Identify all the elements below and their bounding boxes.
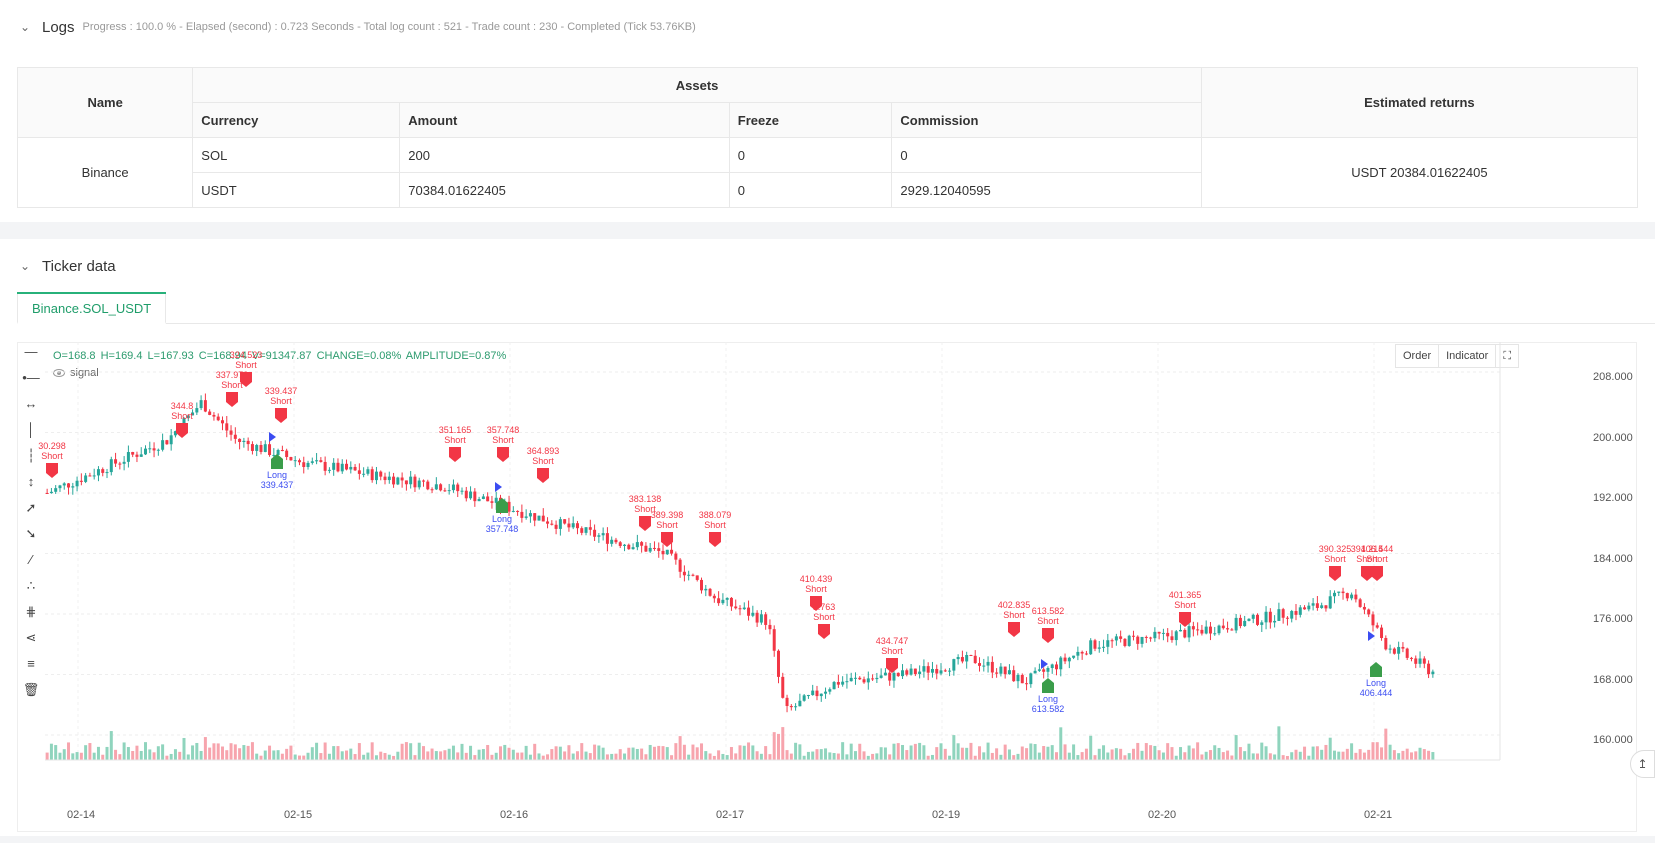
date-tick: 02-20 [1148, 809, 1177, 821]
section-divider [0, 222, 1655, 239]
trash-icon[interactable]: 🗑 [22, 682, 40, 697]
parallel-channel-icon[interactable]: ⋕ [25, 604, 37, 619]
chevron-down-icon[interactable]: ⌄ [19, 20, 31, 34]
straight-line-icon[interactable]: ∕ [29, 552, 33, 567]
column-header: Commission [891, 102, 1202, 138]
table-cell: 70384.01622405 [399, 172, 730, 208]
volume-value: V=91347.87 [251, 350, 312, 362]
horizontal-ray-icon[interactable]: — [24, 344, 38, 359]
horizontal-segment-icon[interactable]: ↔ [24, 396, 38, 411]
price-tick: 184.000 [1593, 553, 1633, 565]
chart-top-buttons: Order Indicator ⛶ [1395, 344, 1520, 368]
date-tick: 02-17 [716, 809, 745, 821]
assets-table: Name Assets Estimated returns Currency A… [16, 67, 1639, 208]
ray-line-icon[interactable]: ➘ [25, 526, 37, 541]
column-header: Freeze [728, 102, 893, 138]
ticker-tabs: Binance.SOL_USDT [17, 292, 1655, 324]
fib-channel-icon[interactable]: ⋖ [25, 630, 37, 645]
table-cell: 200 [399, 137, 730, 173]
table-cell: SOL [192, 137, 401, 173]
open-value: O=168.8 [53, 350, 96, 362]
price-line-icon[interactable]: ∴ [26, 578, 36, 593]
assets-header: Assets [192, 67, 1202, 103]
chart-panel[interactable] [17, 342, 1637, 832]
eye-icon[interactable] [53, 369, 65, 377]
signal-legend[interactable]: signal [53, 367, 99, 379]
scroll-to-top-icon[interactable]: ↥ [1630, 750, 1655, 778]
price-axis: 208.000 200.000 192.000 184.000 176.000 … [1589, 342, 1637, 832]
returns-header: Estimated returns [1200, 67, 1639, 138]
date-tick: 02-15 [284, 809, 313, 821]
vertical-ray-icon[interactable]: ┆ [27, 448, 35, 463]
date-tick: 02-16 [500, 809, 529, 821]
table-cell: USDT [192, 172, 401, 208]
order-button[interactable]: Order [1396, 345, 1440, 367]
signal-label: signal [70, 367, 99, 379]
date-tick: 02-21 [1364, 809, 1393, 821]
price-tick: 168.000 [1593, 674, 1633, 686]
tab-binance-sol-usdt[interactable]: Binance.SOL_USDT [17, 292, 167, 324]
table-row: USDT 70384.01622405 0 2929.12040595 [18, 172, 1638, 208]
exchange-cell: Binance [16, 137, 194, 208]
column-header: Amount [399, 102, 730, 138]
estimated-returns-cell: USDT 20384.01622405 [1200, 137, 1639, 208]
trend-line-icon[interactable]: ➚ [25, 500, 37, 515]
table-row: Binance SOL 200 0 0 USDT 20384.01622405 [16, 137, 1639, 208]
vertical-segment-icon[interactable]: ↕ [27, 474, 35, 489]
table-cell: 0 [891, 137, 1202, 173]
name-header: Name [16, 67, 194, 138]
vertical-line-icon[interactable]: │ [26, 422, 36, 437]
ticker-title: Ticker data [42, 257, 116, 275]
amplitude-value: AMPLITUDE=0.87% [405, 350, 507, 362]
logs-header[interactable]: ⌄ Logs Progress : 100.0 % - Elapsed (sec… [0, 0, 1655, 54]
logs-summary: Progress : 100.0 % - Elapsed (second) : … [82, 21, 696, 33]
logs-section: ⌄ Logs Progress : 100.0 % - Elapsed (sec… [0, 0, 1655, 222]
fibonacci-icon[interactable]: ≡ [27, 656, 35, 671]
price-tick: 200.000 [1593, 432, 1633, 444]
change-value: CHANGE=0.08% [316, 350, 402, 362]
high-value: H=169.4 [100, 350, 143, 362]
ticker-section: ⌄ Ticker data [0, 239, 1655, 293]
ohlc-legend: O=168.8 H=169.4 L=167.93 C=168.94 V=9134… [53, 350, 508, 362]
table-cell: 2929.12040595 [891, 172, 1202, 208]
drawing-toolbar: — •— ↔ │ ┆ ↕ ➚ ➘ ∕ ∴ ⋕ ⋖ ≡ 🗑 [17, 342, 44, 832]
table-cell: 0 [728, 137, 893, 173]
fullscreen-icon[interactable]: ⛶ [1503, 350, 1512, 362]
date-tick: 02-14 [67, 809, 96, 821]
price-tick: 208.000 [1593, 371, 1633, 383]
bottom-divider [0, 836, 1655, 843]
close-value: C=168.94 [198, 350, 247, 362]
price-tick: 176.000 [1593, 613, 1633, 625]
ticker-header[interactable]: ⌄ Ticker data [0, 239, 1655, 293]
horizontal-line-icon[interactable]: •— [22, 370, 40, 385]
indicator-button[interactable]: Indicator [1439, 345, 1497, 367]
low-value: L=167.93 [147, 350, 194, 362]
chevron-down-icon[interactable]: ⌄ [19, 259, 31, 273]
table-cell: 0 [728, 172, 893, 208]
price-tick: 192.000 [1593, 492, 1633, 504]
date-tick: 02-19 [932, 809, 961, 821]
price-tick: 160.000 [1593, 734, 1633, 746]
logs-title: Logs [42, 18, 75, 36]
column-header: Currency [192, 102, 401, 138]
